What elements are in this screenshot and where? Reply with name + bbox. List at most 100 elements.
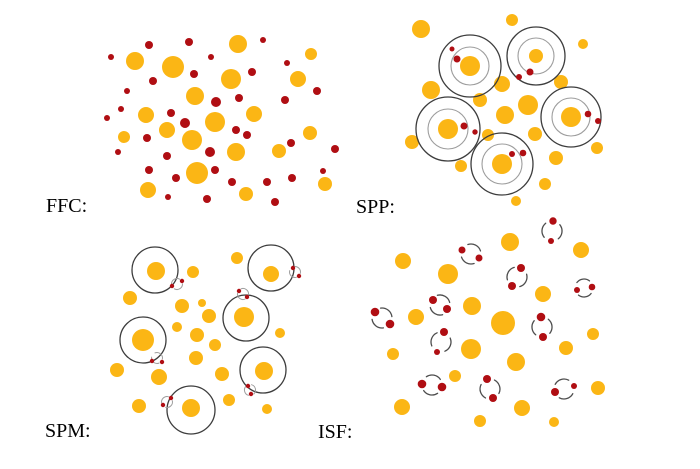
shell-arc [467,243,482,252]
yellow-particle [175,299,189,313]
solvation-shell-ring [481,143,523,185]
red-particle [118,106,124,112]
red-particle [245,383,251,389]
shell-arc [371,318,385,329]
yellow-particle [506,14,518,26]
red-particle [385,319,395,329]
red-particle [271,198,279,206]
yellow-particle [231,252,243,264]
yellow-particle [514,400,530,416]
red-particle [284,60,290,66]
yellow-particle [561,107,581,127]
solvation-shell-ring [551,97,591,137]
shell-arc [244,385,249,396]
red-particle [460,122,468,130]
red-particle [160,402,166,408]
red-particle [483,375,491,383]
red-particle [440,328,448,336]
red-particle [509,151,515,157]
red-particle [429,296,437,304]
red-particle [211,97,221,107]
yellow-particle [394,399,410,415]
yellow-particle [387,348,399,360]
yellow-particle [494,76,510,92]
yellow-particle [528,127,542,141]
red-particle [548,238,554,244]
yellow-particle [405,135,419,149]
yellow-particle [182,399,200,417]
red-particle [539,333,547,341]
red-particle [168,395,174,401]
red-particle [281,96,289,104]
yellow-particle [496,106,514,124]
yellow-particle [587,328,599,340]
yellow-particle [255,362,273,380]
yellow-particle [198,299,206,307]
yellow-particle [110,363,124,377]
yellow-particle [190,328,204,342]
shell-arc [379,307,393,318]
yellow-particle [460,56,480,76]
yellow-particle [172,322,182,332]
red-particle [232,126,240,134]
red-particle [172,174,180,182]
red-particle [104,115,110,121]
yellow-particle [263,266,279,282]
shell-arc [577,292,592,298]
red-particle [584,110,592,118]
red-particle [165,194,171,200]
red-particle [248,68,256,76]
yellow-particle [118,131,130,143]
yellow-particle [126,52,144,70]
yellow-particle [463,297,481,315]
red-particle [263,178,271,186]
yellow-particle [395,253,411,269]
red-particle [434,349,440,355]
yellow-particle [438,119,458,139]
yellow-particle [591,381,605,395]
yellow-particle [187,266,199,278]
red-particle [287,139,295,147]
yellow-particle [438,264,458,284]
yellow-particle [162,56,184,78]
red-particle [551,388,559,396]
yellow-particle [223,394,235,406]
yellow-particle [290,71,306,87]
red-particle [449,46,455,52]
yellow-particle [535,286,551,302]
yellow-particle [549,417,559,427]
yellow-particle [209,339,221,351]
red-particle [526,68,534,76]
yellow-particle [189,351,203,365]
solvation-shell-ring [450,46,490,86]
yellow-particle [501,233,519,251]
yellow-particle [138,107,154,123]
solvation-shell-ring [166,385,216,435]
red-particle [243,131,251,139]
red-particle [453,55,461,63]
yellow-particle [529,49,543,63]
shell-arc [519,273,528,288]
yellow-particle [573,242,589,258]
shell-arc [460,256,475,265]
yellow-particle [591,142,603,154]
shell-arc [240,287,250,296]
shell-arc [423,389,439,396]
shell-arc [289,270,297,278]
shell-arc [531,320,537,336]
red-particle [574,287,580,293]
solvation-shell-ring [470,132,534,196]
red-particle [208,54,214,60]
yellow-particle [554,75,568,89]
shell-arc [236,292,246,301]
shell-arc [425,374,441,381]
red-particle [458,246,466,254]
yellow-particle [147,262,165,280]
shell-arc [436,294,451,304]
yellow-particle [507,353,525,371]
solvation-shell-ring [540,86,602,148]
red-particle [235,94,243,102]
red-particle [244,294,250,300]
label-spm: SPM: [45,420,91,442]
